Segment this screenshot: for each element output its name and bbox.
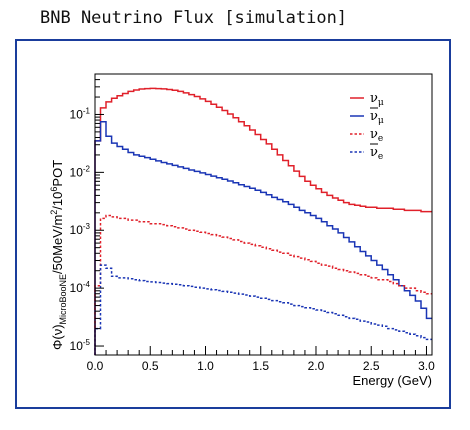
legend-label: νμ xyxy=(370,109,384,126)
x-tick-label: 1.5 xyxy=(252,359,269,373)
chart-caption: BNB Neutrino Flux [simulation] xyxy=(40,8,348,28)
y-tick-label: 10-5 xyxy=(70,338,91,353)
legend-label: νe xyxy=(370,145,383,162)
x-tick-label: 2.0 xyxy=(308,359,325,373)
plot-area xyxy=(94,73,433,356)
x-tick-label: 1.0 xyxy=(197,359,214,373)
x-tick-label: 0.0 xyxy=(87,359,104,373)
x-axis-label: Energy (GeV) xyxy=(353,373,432,388)
x-tick-label: 3.0 xyxy=(418,359,435,373)
legend-label: νe xyxy=(370,127,383,144)
series-0-line xyxy=(94,87,432,355)
legend-label: νμ xyxy=(370,91,384,108)
series-1-line xyxy=(94,120,432,355)
y-tick-label: 10-2 xyxy=(70,164,91,179)
y-tick-label: 10-3 xyxy=(70,222,91,237)
x-tick-label: 0.5 xyxy=(142,359,159,373)
axes-layer: 0.0 0.5 1.0 1.5 2.0 2.5 3.0 10-5 10-4 10-3 10-2 10-… xyxy=(49,73,435,388)
series-3-line xyxy=(94,264,432,355)
y-axis-label: Φ(ν)MicroBooNE/50MeV/m2/106POT xyxy=(49,160,68,350)
y-tick-label: 10-4 xyxy=(70,280,91,295)
series-2-line xyxy=(94,214,432,355)
y-tick-label: 10-1 xyxy=(70,106,91,121)
chart-frame xyxy=(15,39,451,409)
x-tick-label: 2.5 xyxy=(363,359,380,373)
series-layer xyxy=(94,87,432,355)
